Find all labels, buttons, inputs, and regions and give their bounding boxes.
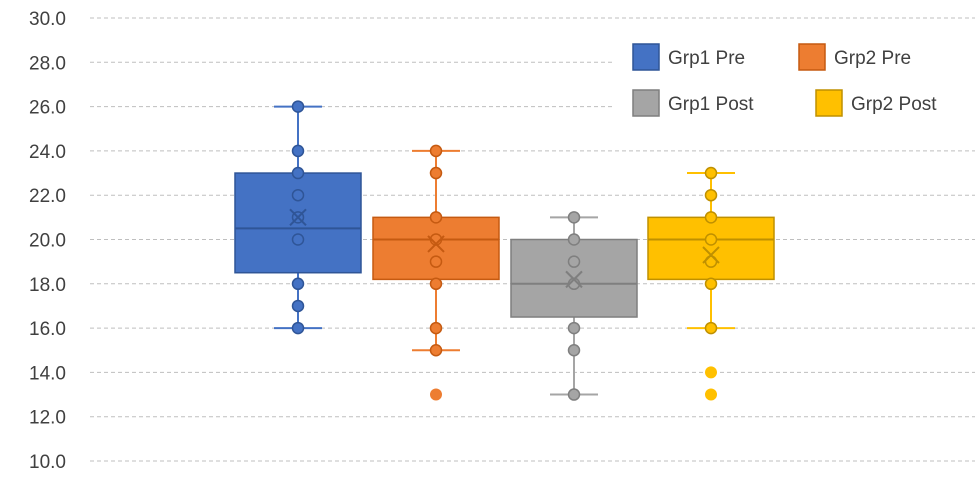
data-point [704, 166, 718, 180]
box-grp1-pre [234, 100, 362, 335]
y-tick-label: 18.0 [29, 275, 66, 296]
y-tick-label: 28.0 [29, 53, 66, 74]
data-point [567, 344, 581, 357]
data-point [429, 255, 443, 268]
data-point [704, 188, 718, 202]
data-point [291, 277, 305, 291]
data-point [429, 166, 443, 180]
data-point [291, 233, 305, 246]
legend-label: Grp2 Pre [834, 48, 911, 69]
legend-background [612, 30, 975, 128]
legend-label: Grp1 Pre [668, 48, 745, 69]
data-point [429, 321, 443, 335]
y-tick-label: 26.0 [29, 98, 66, 119]
data-point [291, 166, 305, 180]
data-point [704, 277, 718, 291]
box-grp2-pre [372, 144, 500, 401]
legend-item: Grp2 Pre [798, 43, 911, 71]
legend-swatch [632, 89, 660, 117]
outlier-point [705, 388, 717, 401]
y-axis: 30.0 28.0 26.0 24.0 22.0 20.0 18.0 16.0 14.0 12.0… [29, 9, 66, 473]
data-point [567, 211, 581, 224]
y-tick-label: 24.0 [29, 142, 66, 163]
y-tick-label: 20.0 [29, 231, 66, 252]
data-point [291, 188, 305, 202]
y-tick-label: 14.0 [29, 363, 66, 384]
legend-item: Grp2 Post [815, 89, 937, 117]
outlier-point [705, 366, 717, 379]
data-point [704, 233, 718, 246]
data-point [567, 321, 581, 335]
y-tick-label: 30.0 [29, 9, 66, 30]
legend-item: Grp1 Pre [632, 43, 745, 71]
legend-label: Grp2 Post [851, 94, 937, 115]
data-point [291, 299, 305, 313]
legend-swatch [632, 43, 660, 71]
y-tick-label: 16.0 [29, 319, 66, 340]
data-point [429, 277, 443, 291]
data-point [291, 144, 305, 158]
legend-label: Grp1 Post [668, 94, 754, 115]
data-point [429, 144, 443, 158]
data-point [704, 321, 718, 335]
data-point [291, 321, 305, 335]
mean-marker [565, 270, 583, 289]
data-point [704, 211, 718, 224]
legend-swatch [815, 89, 843, 117]
mean-marker [702, 246, 720, 264]
outlier-point [430, 388, 442, 401]
y-tick-label: 10.0 [29, 452, 66, 473]
data-point [567, 233, 581, 246]
mean-marker [289, 208, 307, 227]
data-point [429, 344, 443, 357]
data-point [429, 211, 443, 224]
legend-swatch [798, 43, 826, 71]
data-point [567, 255, 581, 268]
box-grp2-post [647, 166, 775, 401]
legend-item: Grp1 Post [632, 89, 754, 117]
data-point [567, 388, 581, 401]
y-tick-label: 12.0 [29, 408, 66, 429]
y-tick-label: 22.0 [29, 186, 66, 207]
boxes [234, 100, 775, 401]
box-grp1-post [510, 211, 638, 401]
legend: Grp1 Pre Grp2 Pre Grp1 Post Grp2 Post [612, 30, 975, 128]
data-point [291, 100, 305, 113]
box-iqr [647, 216, 775, 281]
mean-marker [427, 235, 445, 253]
box-iqr [372, 216, 500, 281]
